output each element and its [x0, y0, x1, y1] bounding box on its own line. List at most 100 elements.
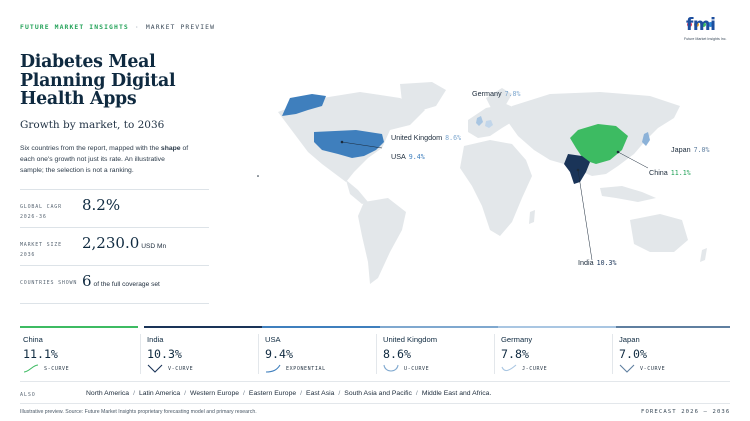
card-divider	[376, 334, 377, 374]
land-africa	[460, 140, 532, 236]
card-usa: USA 9.4% EXPONENTIAL	[262, 326, 380, 380]
footer-divider	[20, 403, 730, 404]
card-name: Japan	[619, 335, 640, 344]
region-separator: /	[133, 390, 135, 397]
j-curve-icon	[501, 364, 517, 372]
india-leader	[577, 169, 593, 261]
card-divider	[494, 334, 495, 374]
card-name: India	[147, 335, 164, 344]
page-subtitle: Growth by market, to 2036	[20, 119, 165, 131]
description: Six countries from the report, mapped wi…	[20, 143, 190, 177]
india-name: India	[578, 258, 594, 267]
card-divider	[140, 334, 141, 374]
land-europe	[468, 104, 520, 138]
india-marker	[576, 168, 580, 172]
germany-name: Germany	[472, 89, 502, 98]
map-label-china: China 11.1%	[649, 168, 691, 177]
preview-label: MARKET PREVIEW	[145, 23, 216, 31]
japan-value: 7.0%	[693, 146, 710, 154]
v-curve-icon	[619, 364, 635, 373]
countries-value: 6	[82, 272, 92, 290]
description-text-2: of each one's growth not just its rate. …	[20, 145, 189, 175]
uk-value: 8.6%	[445, 134, 462, 142]
card-germany: Germany 7.8% J-CURVE	[498, 326, 616, 380]
size-value: 2,230.0	[82, 234, 140, 252]
region-link[interactable]: Eastern Europe	[248, 390, 297, 397]
marker-dots	[257, 140, 620, 177]
card-india: India 10.3% V-CURVE	[144, 326, 262, 380]
region-separator: /	[243, 390, 245, 397]
s-curve-icon	[23, 364, 39, 373]
map-label-uk: United Kingdom 8.6%	[391, 133, 461, 142]
stat-cagr: GLOBAL CAGR 2026-36 8.2%	[20, 189, 209, 227]
region-link[interactable]: Middle East and Africa.	[421, 390, 492, 397]
card-curve-type: J-CURVE	[522, 366, 548, 372]
stats-divider	[20, 303, 209, 304]
card-rate: 9.4%	[265, 347, 293, 361]
region-link[interactable]: East Asia	[306, 390, 335, 397]
card-curve-type: U-CURVE	[404, 366, 430, 372]
eyebrow-separator: ·	[134, 23, 140, 31]
land-south-america	[358, 198, 406, 284]
card-rate: 7.8%	[501, 347, 529, 361]
card-rate: 7.0%	[619, 347, 647, 361]
stat-cagr-label: GLOBAL CAGR 2026-36	[20, 204, 62, 220]
country-usa	[314, 130, 384, 158]
card-china: China 11.1% S-CURVE	[20, 326, 138, 380]
world-map-svg	[257, 82, 707, 284]
card-japan: Japan 7.0% V-CURVE	[616, 326, 730, 380]
stray-marker	[257, 175, 259, 177]
logo-subtext: Future Market Insights Inc.	[684, 37, 727, 41]
card-uk: United Kingdom 8.6% U-CURVE	[380, 326, 498, 380]
land-central-america	[346, 180, 368, 204]
also-divider	[20, 381, 730, 382]
stat-market-size: MARKET SIZE 2036 2,230.0 USD Mn	[20, 227, 209, 265]
region-separator: /	[184, 390, 187, 397]
map-label-japan: Japan 7.0%	[671, 145, 709, 154]
region-link[interactable]: South Asia and Pacific	[344, 390, 412, 397]
stat-size-label: MARKET SIZE 2036	[20, 242, 62, 258]
india-value: 10.3%	[596, 259, 617, 267]
land-indonesia	[600, 186, 656, 202]
card-rate: 11.1%	[23, 347, 58, 361]
also-label: ALSO	[20, 392, 36, 398]
eyebrow: FUTURE MARKET INSIGHTS · MARKET PREVIEW	[20, 23, 215, 31]
also-region-list: North America / Latin America / Western Euro…	[86, 390, 491, 397]
map-label-usa: USA 9.4%	[391, 152, 425, 161]
size-unit: USD Mn	[141, 243, 167, 250]
usa-leader	[341, 141, 383, 149]
china-marker	[616, 150, 620, 154]
country-uk	[476, 116, 483, 126]
land-madagascar	[529, 210, 535, 224]
countries-unit: of the full coverage set	[93, 281, 160, 288]
stat-countries: COUNTRIES SHOWN 6 of the full coverage se…	[20, 265, 209, 303]
map-label-india: India 10.3%	[578, 258, 616, 267]
card-divider	[612, 334, 613, 374]
region-link[interactable]: North America	[86, 390, 130, 397]
country-china	[570, 124, 628, 164]
card-curve-type: V-CURVE	[168, 366, 194, 372]
card-name: China	[23, 335, 43, 344]
v-curve-icon	[147, 364, 163, 373]
uk-name: United Kingdom	[391, 133, 443, 142]
region-link[interactable]: Latin America	[138, 390, 181, 397]
fmi-logo: fmi Future Market Insights Inc.	[684, 15, 730, 45]
region-separator: /	[338, 390, 341, 397]
u-curve-icon	[383, 364, 399, 372]
usa-value: 9.4%	[408, 153, 425, 161]
country-japan	[642, 132, 650, 146]
land-australia	[630, 214, 688, 252]
country-alaska	[282, 94, 326, 116]
leader-lines	[341, 141, 649, 261]
stat-size-value: 2,230.0 USD Mn	[82, 234, 166, 252]
card-curve-type: V-CURVE	[640, 366, 666, 372]
world-map: Germany 7.8% United Kingdom 8.6% USA 9.4% J…	[250, 80, 730, 300]
forecast-period: FORECAST 2026 – 2036	[641, 409, 731, 415]
land-new-zealand	[700, 248, 707, 262]
japan-name: Japan	[671, 145, 691, 154]
card-divider	[258, 334, 259, 374]
card-curve-type: EXPONENTIAL	[286, 366, 326, 372]
stat-countries-label: COUNTRIES SHOWN	[20, 280, 78, 286]
region-link[interactable]: Western Europe	[190, 390, 240, 397]
page-title: Diabetes Meal Planning Digital Health Ap…	[20, 52, 176, 110]
